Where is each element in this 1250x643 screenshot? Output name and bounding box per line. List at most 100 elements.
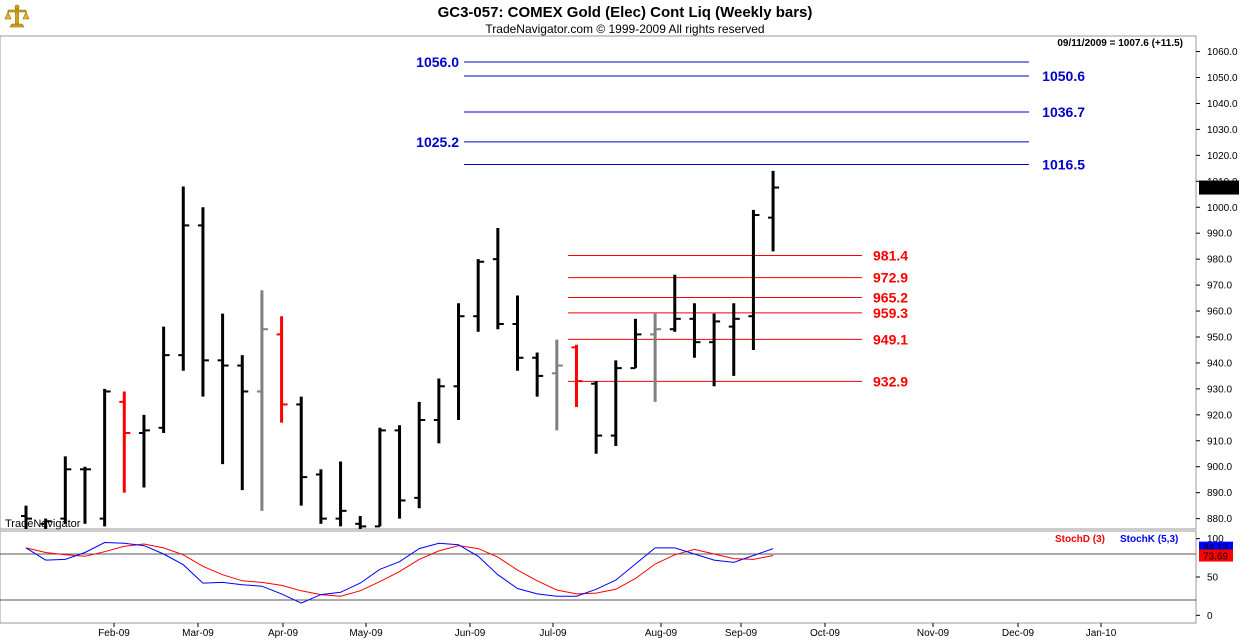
price-tick-label: 1050.0 xyxy=(1207,73,1238,84)
ohlc-bar xyxy=(374,427,386,528)
ohlc-bar xyxy=(610,360,622,446)
ohlc-bar xyxy=(178,186,190,371)
price-panel: 880.0 890.0 900.0 910.0 920.0 930.0 940.0 950.0… xyxy=(0,35,1239,530)
support-label: 959.3 xyxy=(873,305,908,321)
stochk-line xyxy=(25,541,774,604)
time-tick-label: Dec-09 xyxy=(1002,628,1035,639)
resistance-label: 1050.6 xyxy=(1042,68,1085,84)
ohlc-bar xyxy=(394,425,406,519)
price-tick-label: 930.0 xyxy=(1207,384,1232,395)
ohlc-bar xyxy=(21,505,32,529)
ohlc-bar xyxy=(630,318,642,370)
legend-stochd: StochD (3) xyxy=(1055,534,1105,545)
resistance-label: 1025.2 xyxy=(416,134,459,150)
stochd-end-marker: 73.69 xyxy=(1199,549,1233,563)
ohlc-bar xyxy=(591,381,603,454)
price-tick-label: 900.0 xyxy=(1207,462,1232,473)
ohlc-bar xyxy=(728,303,740,376)
time-axis: Feb-09 Mar-09 Apr-09 May-09 Jun-09 Jul-09 Aug-… xyxy=(98,623,1117,639)
support-label: 972.9 xyxy=(873,270,908,286)
ohlc-bar xyxy=(315,469,327,524)
support-label: 965.2 xyxy=(873,290,908,306)
time-tick-label: Apr-09 xyxy=(268,628,298,639)
price-tick-label: 940.0 xyxy=(1207,358,1232,369)
stochastic-axis: 0 50 100 xyxy=(0,534,1224,622)
stoch-tick-label: 100 xyxy=(1207,534,1224,545)
ohlc-bar xyxy=(119,391,131,493)
price-tick-label: 880.0 xyxy=(1207,514,1232,525)
time-tick-label: Sep-09 xyxy=(725,628,758,639)
resistance-label: 1036.7 xyxy=(1042,104,1085,120)
time-tick-label: Nov-09 xyxy=(917,628,950,639)
chart-title: GC3-057: COMEX Gold (Elec) Cont Liq (Wee… xyxy=(438,4,813,21)
price-tick-label: 950.0 xyxy=(1207,332,1232,343)
resistance-label: 1056.0 xyxy=(416,54,459,70)
ohlc-bars xyxy=(21,170,780,529)
ohlc-bar xyxy=(669,274,681,332)
time-tick-label: Jun-09 xyxy=(455,628,486,639)
ohlc-bar xyxy=(650,313,662,402)
price-tick-label: 1060.0 xyxy=(1207,47,1238,58)
ohlc-bar xyxy=(138,414,150,488)
stochastic-lines xyxy=(25,541,774,604)
price-tick-label: 980.0 xyxy=(1207,255,1232,266)
ohlc-bar xyxy=(709,313,721,387)
ohlc-bar xyxy=(197,207,209,397)
support-label: 981.4 xyxy=(873,248,908,264)
ohlc-bar xyxy=(335,461,347,527)
time-tick-label: Jan-10 xyxy=(1086,628,1117,639)
stochd-line xyxy=(25,543,774,597)
ohlc-bar xyxy=(571,344,583,408)
time-tick-label: Jul-09 xyxy=(539,628,567,639)
ohlc-bar xyxy=(433,378,445,444)
ohlc-bar xyxy=(748,209,760,350)
price-tick-label: 960.0 xyxy=(1207,307,1232,318)
price-levels: 1056.0 1050.6 1036.7 1025.2 1016.5 981.4 972.9… xyxy=(416,54,1085,389)
ohlc-bar xyxy=(276,316,288,423)
ohlc-bar xyxy=(237,355,249,491)
legend-stochk: StochK (5,3) xyxy=(1120,534,1178,545)
ohlc-bar xyxy=(551,339,563,431)
ohlc-bar xyxy=(689,303,701,358)
watermark: TradeNavigator xyxy=(5,518,81,530)
price-tick-label: 1000.0 xyxy=(1207,203,1238,214)
ohlc-bar xyxy=(473,259,485,332)
ohlc-bar xyxy=(414,401,426,509)
price-axis: 880.0 890.0 900.0 910.0 920.0 930.0 940.0 950.0… xyxy=(1196,47,1238,525)
price-tick-label: 1020.0 xyxy=(1207,151,1238,162)
resistance-label: 1016.5 xyxy=(1042,156,1085,172)
ohlc-bar xyxy=(99,388,111,527)
ohlc-bar xyxy=(492,228,504,330)
ohlc-bar xyxy=(256,290,268,511)
ohlc-bar xyxy=(355,516,367,529)
support-label: 949.1 xyxy=(873,331,908,347)
ohlc-bar xyxy=(296,396,308,506)
ohlc-bar xyxy=(768,170,780,252)
stochk-end-marker: 84.13 xyxy=(1199,541,1233,554)
price-tick-label: 890.0 xyxy=(1207,488,1232,499)
ohlc-bar xyxy=(79,466,91,524)
time-tick-label: Oct-09 xyxy=(810,628,840,639)
price-tick-label: 990.0 xyxy=(1207,229,1232,240)
trade-navigator-logo-icon xyxy=(4,3,30,31)
stochd-end-value: 73.69 xyxy=(1203,552,1228,563)
price-tick-label: 1030.0 xyxy=(1207,125,1238,136)
ohlc-bar xyxy=(60,456,72,524)
stochastic-panel: 0 50 100 StochD (3) StochK (5,3) 84.13 73.… xyxy=(0,530,1233,624)
price-tick-label: 910.0 xyxy=(1207,436,1232,447)
ohlc-bar xyxy=(453,303,465,421)
ohlc-bar xyxy=(217,313,229,465)
ohlc-bar xyxy=(532,352,544,397)
time-tick-label: Mar-09 xyxy=(182,628,214,639)
copyright-text: TradeNavigator.com © 1999-2009 All right… xyxy=(485,22,764,36)
price-tick-label: 1040.0 xyxy=(1207,99,1238,110)
stoch-tick-label: 50 xyxy=(1207,573,1219,584)
last-price-marker: 1007.6 xyxy=(1199,180,1239,195)
price-tick-label: 920.0 xyxy=(1207,410,1232,421)
last-price-info: 09/11/2009 = 1007.6 (+11.5) xyxy=(1057,38,1183,49)
time-tick-label: Feb-09 xyxy=(98,628,130,639)
support-label: 932.9 xyxy=(873,373,908,389)
ohlc-bar xyxy=(40,518,52,529)
